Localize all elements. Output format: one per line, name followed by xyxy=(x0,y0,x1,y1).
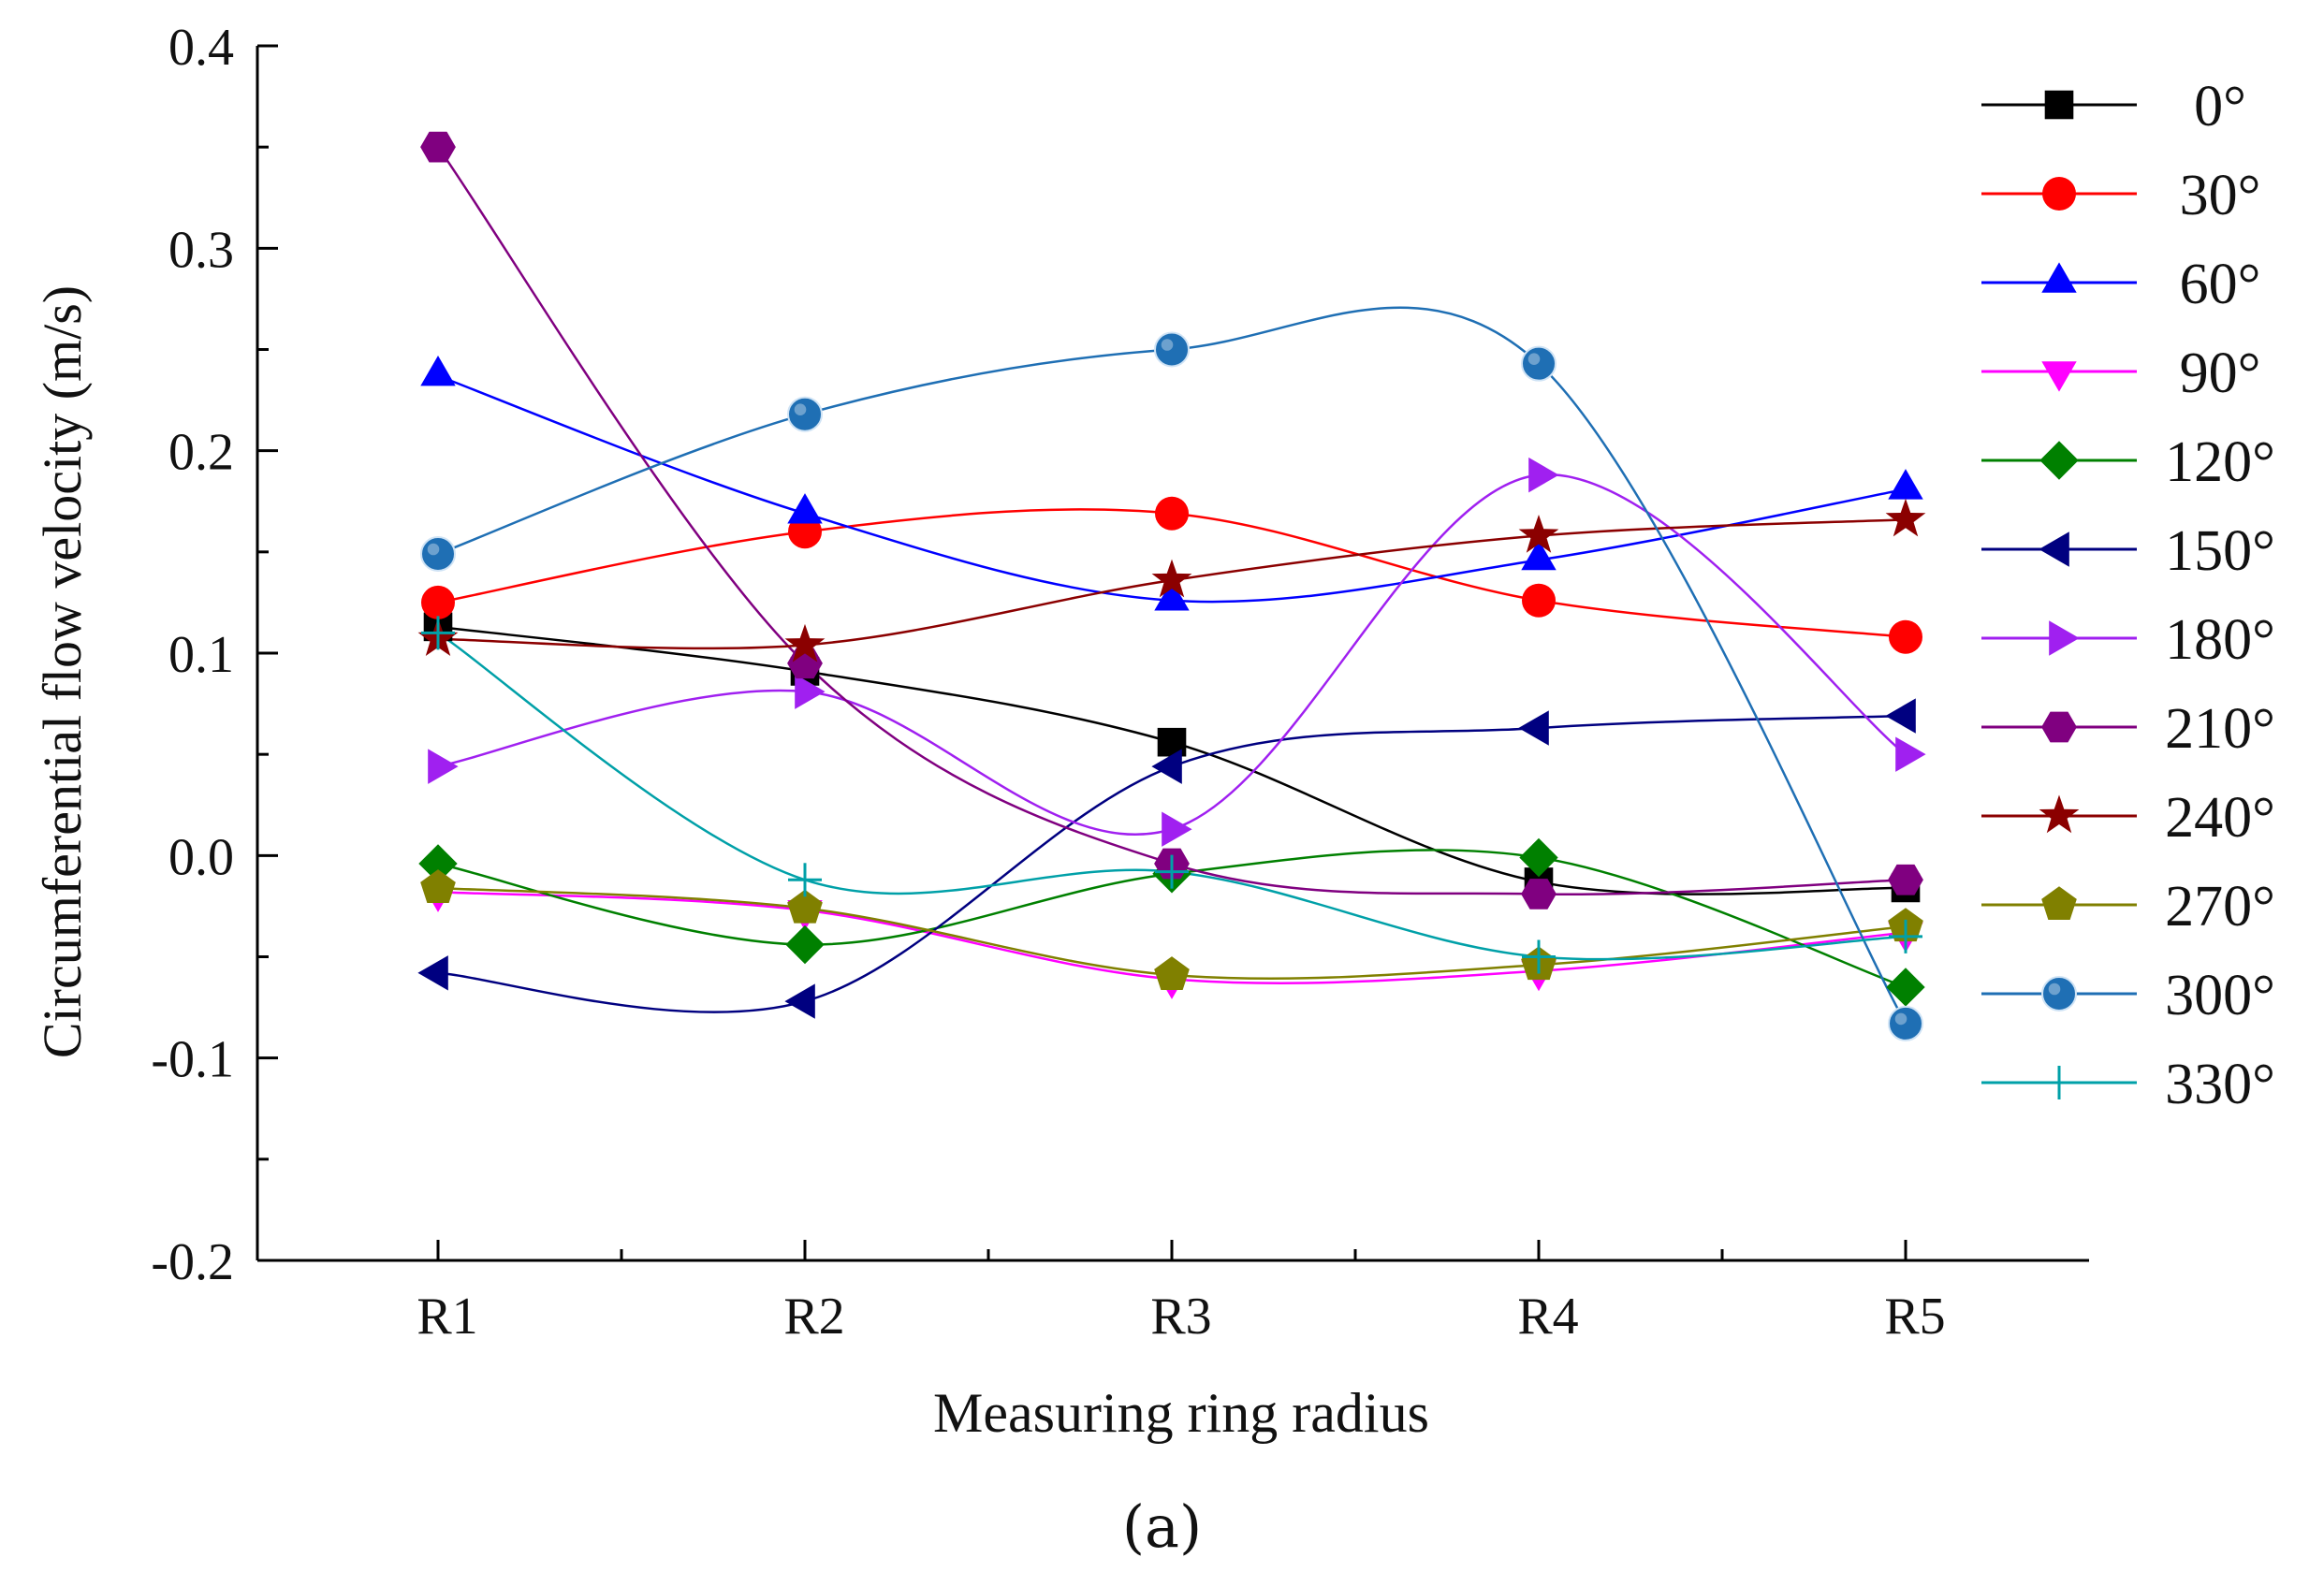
data-point xyxy=(1154,331,1190,368)
y-tick-label: 0.4 xyxy=(168,19,234,77)
data-point xyxy=(1162,811,1192,847)
legend-marker xyxy=(2041,886,2077,921)
legend-marker xyxy=(2041,262,2077,293)
legend-label: 150° xyxy=(2165,519,2275,583)
y-tick-label: -0.1 xyxy=(151,1031,234,1089)
legend-marker xyxy=(2039,531,2069,567)
data-point xyxy=(787,889,823,924)
legend-label: 120° xyxy=(2165,430,2275,494)
data-point xyxy=(1522,583,1556,618)
legend-label: 240° xyxy=(2165,786,2275,850)
axes: 0.4 0.3 0.2 0.1 0.0 -0.1 -0.2 R1 R2 R3 R4 R5 Measuri… xyxy=(32,19,2089,1444)
series-markers xyxy=(417,131,1926,1041)
data-point xyxy=(1888,864,1923,895)
x-axis-title: Measuring ring radius xyxy=(933,1382,1429,1444)
data-point xyxy=(1518,515,1559,553)
data-point xyxy=(1895,736,1926,772)
x-tick-label: R2 xyxy=(783,1288,844,1346)
data-point xyxy=(421,585,455,619)
data-point xyxy=(1888,1005,1923,1041)
data-point xyxy=(1522,939,1556,974)
legend-marker xyxy=(2044,90,2074,120)
data-point xyxy=(1888,469,1923,500)
legend-marker xyxy=(2041,361,2077,392)
data-point xyxy=(420,869,456,903)
data-point xyxy=(1889,919,1922,953)
data-point xyxy=(1155,496,1189,531)
data-point xyxy=(1521,345,1557,382)
data-point xyxy=(420,131,456,163)
legend-label: 270° xyxy=(2165,875,2275,939)
legend-label: 180° xyxy=(2165,608,2275,672)
x-tick-label: R4 xyxy=(1517,1288,1578,1346)
legend-label: 300° xyxy=(2165,964,2275,1027)
y-tick-label: 0.1 xyxy=(168,626,234,684)
data-point xyxy=(1889,619,1922,654)
data-point xyxy=(1528,457,1559,493)
data-point xyxy=(1151,559,1192,598)
data-point xyxy=(1885,698,1916,734)
legend-label: 0° xyxy=(2194,75,2246,138)
legend-label: 330° xyxy=(2165,1053,2275,1116)
x-tick-label: R3 xyxy=(1150,1288,1211,1346)
x-tick-label: R1 xyxy=(417,1288,477,1346)
data-point xyxy=(785,924,825,965)
legend-label: 210° xyxy=(2165,697,2275,761)
data-point xyxy=(420,356,456,386)
series-line xyxy=(437,473,1907,836)
data-point xyxy=(795,674,826,709)
data-point xyxy=(1518,710,1549,746)
legend-marker xyxy=(2042,177,2076,211)
data-point xyxy=(428,749,459,784)
data-point xyxy=(1155,854,1189,889)
legend-label: 30° xyxy=(2180,164,2261,227)
x-tick-label: R5 xyxy=(1884,1288,1945,1346)
figure-caption: (a) xyxy=(1121,1492,1203,1561)
y-tick-label: 0.0 xyxy=(168,828,234,886)
data-point xyxy=(1154,580,1190,611)
legend-marker xyxy=(2039,441,2079,480)
data-point xyxy=(787,396,823,432)
legend-marker xyxy=(2041,711,2077,743)
series-line xyxy=(437,632,1907,961)
y-tick-label: -0.2 xyxy=(151,1233,234,1291)
data-point xyxy=(420,535,456,572)
data-point xyxy=(421,616,455,650)
data-point xyxy=(1521,539,1557,571)
data-point xyxy=(784,623,826,662)
data-point xyxy=(1154,956,1190,990)
data-point xyxy=(1885,498,1926,537)
legend-label: 90° xyxy=(2180,342,2261,405)
data-point xyxy=(1151,749,1182,784)
legend-marker xyxy=(2042,1066,2076,1099)
legend-label: 60° xyxy=(2180,253,2261,316)
y-tick-label: 0.3 xyxy=(168,221,234,279)
legend: 0° 30° 60° 90° 120° 150° 180° 210° 240° 270° 300° 3… xyxy=(1981,75,2275,1116)
data-point xyxy=(1521,879,1557,910)
series-line xyxy=(436,146,1907,896)
y-tick-label: 0.2 xyxy=(168,424,234,482)
data-point xyxy=(417,955,448,991)
data-point xyxy=(788,863,822,897)
series-line xyxy=(437,306,1907,1025)
data-point xyxy=(1886,968,1925,1007)
legend-marker xyxy=(2039,794,2080,834)
data-point xyxy=(787,493,823,524)
legend-marker xyxy=(2049,620,2080,656)
data-point xyxy=(418,844,458,883)
legend-marker xyxy=(2041,976,2077,1012)
data-point xyxy=(784,983,815,1019)
y-axis-title: Circumferential flow velocity (m/s) xyxy=(32,285,93,1058)
